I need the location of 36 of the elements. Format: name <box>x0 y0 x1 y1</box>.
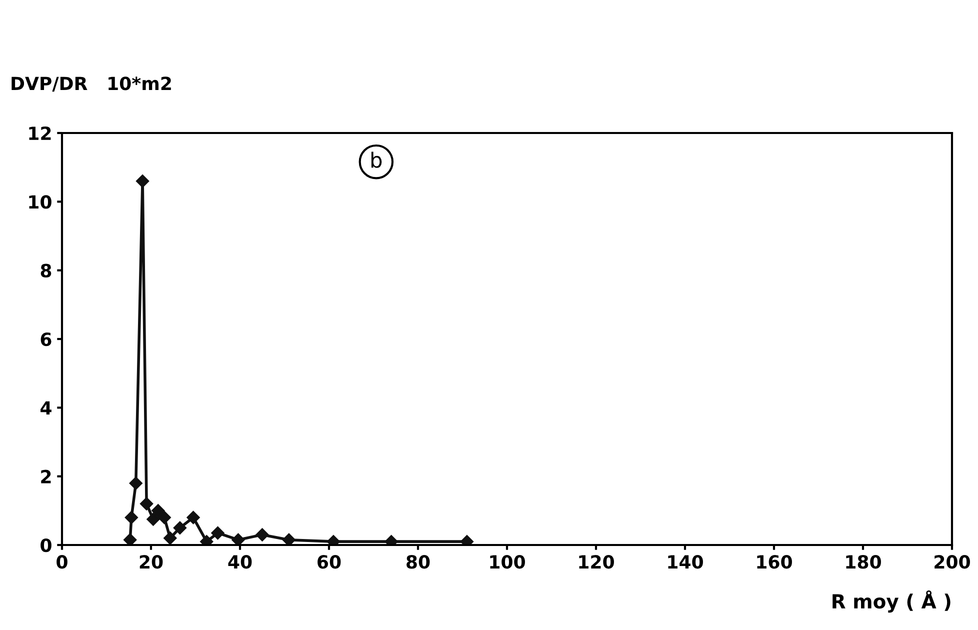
point <box>129 476 142 490</box>
point <box>186 510 200 524</box>
point <box>232 533 245 545</box>
x-tick-label: 140 <box>668 555 703 569</box>
x-tick-label: 160 <box>757 555 792 569</box>
y-tick-label: 10 <box>29 195 52 209</box>
annotation: b <box>371 152 382 168</box>
x-tick-label: 120 <box>579 555 614 569</box>
point <box>140 497 154 510</box>
point <box>173 521 187 534</box>
y-tick-label: 12 <box>29 126 51 140</box>
point <box>158 510 171 524</box>
x-tick-label: 200 <box>934 555 970 569</box>
point <box>164 532 177 545</box>
y-tick-label: 4 <box>40 401 52 415</box>
y-tick-label: 0 <box>40 538 52 552</box>
point <box>136 174 150 188</box>
point <box>256 528 269 542</box>
x-tick-label: 60 <box>318 555 341 569</box>
x-tick-label: 40 <box>228 555 252 569</box>
point <box>282 533 296 545</box>
point <box>146 512 160 526</box>
x-axis-title: R moy ( Å ) <box>832 590 950 613</box>
y-tick-label: 6 <box>40 332 52 346</box>
y-tick-label: 2 <box>41 470 51 484</box>
x-tick-label: 20 <box>140 555 163 569</box>
point <box>123 533 137 545</box>
point <box>124 510 138 524</box>
y-axis-title: DVP/DR 10*m2 <box>12 76 171 92</box>
point <box>152 504 165 518</box>
x-tick-label: 0 <box>56 555 68 569</box>
y-tick-label: 8 <box>40 264 52 278</box>
x-tick-label: 100 <box>490 555 525 569</box>
x-tick-label: 80 <box>406 555 430 569</box>
point <box>211 526 224 540</box>
x-tick-label: 180 <box>846 555 881 569</box>
